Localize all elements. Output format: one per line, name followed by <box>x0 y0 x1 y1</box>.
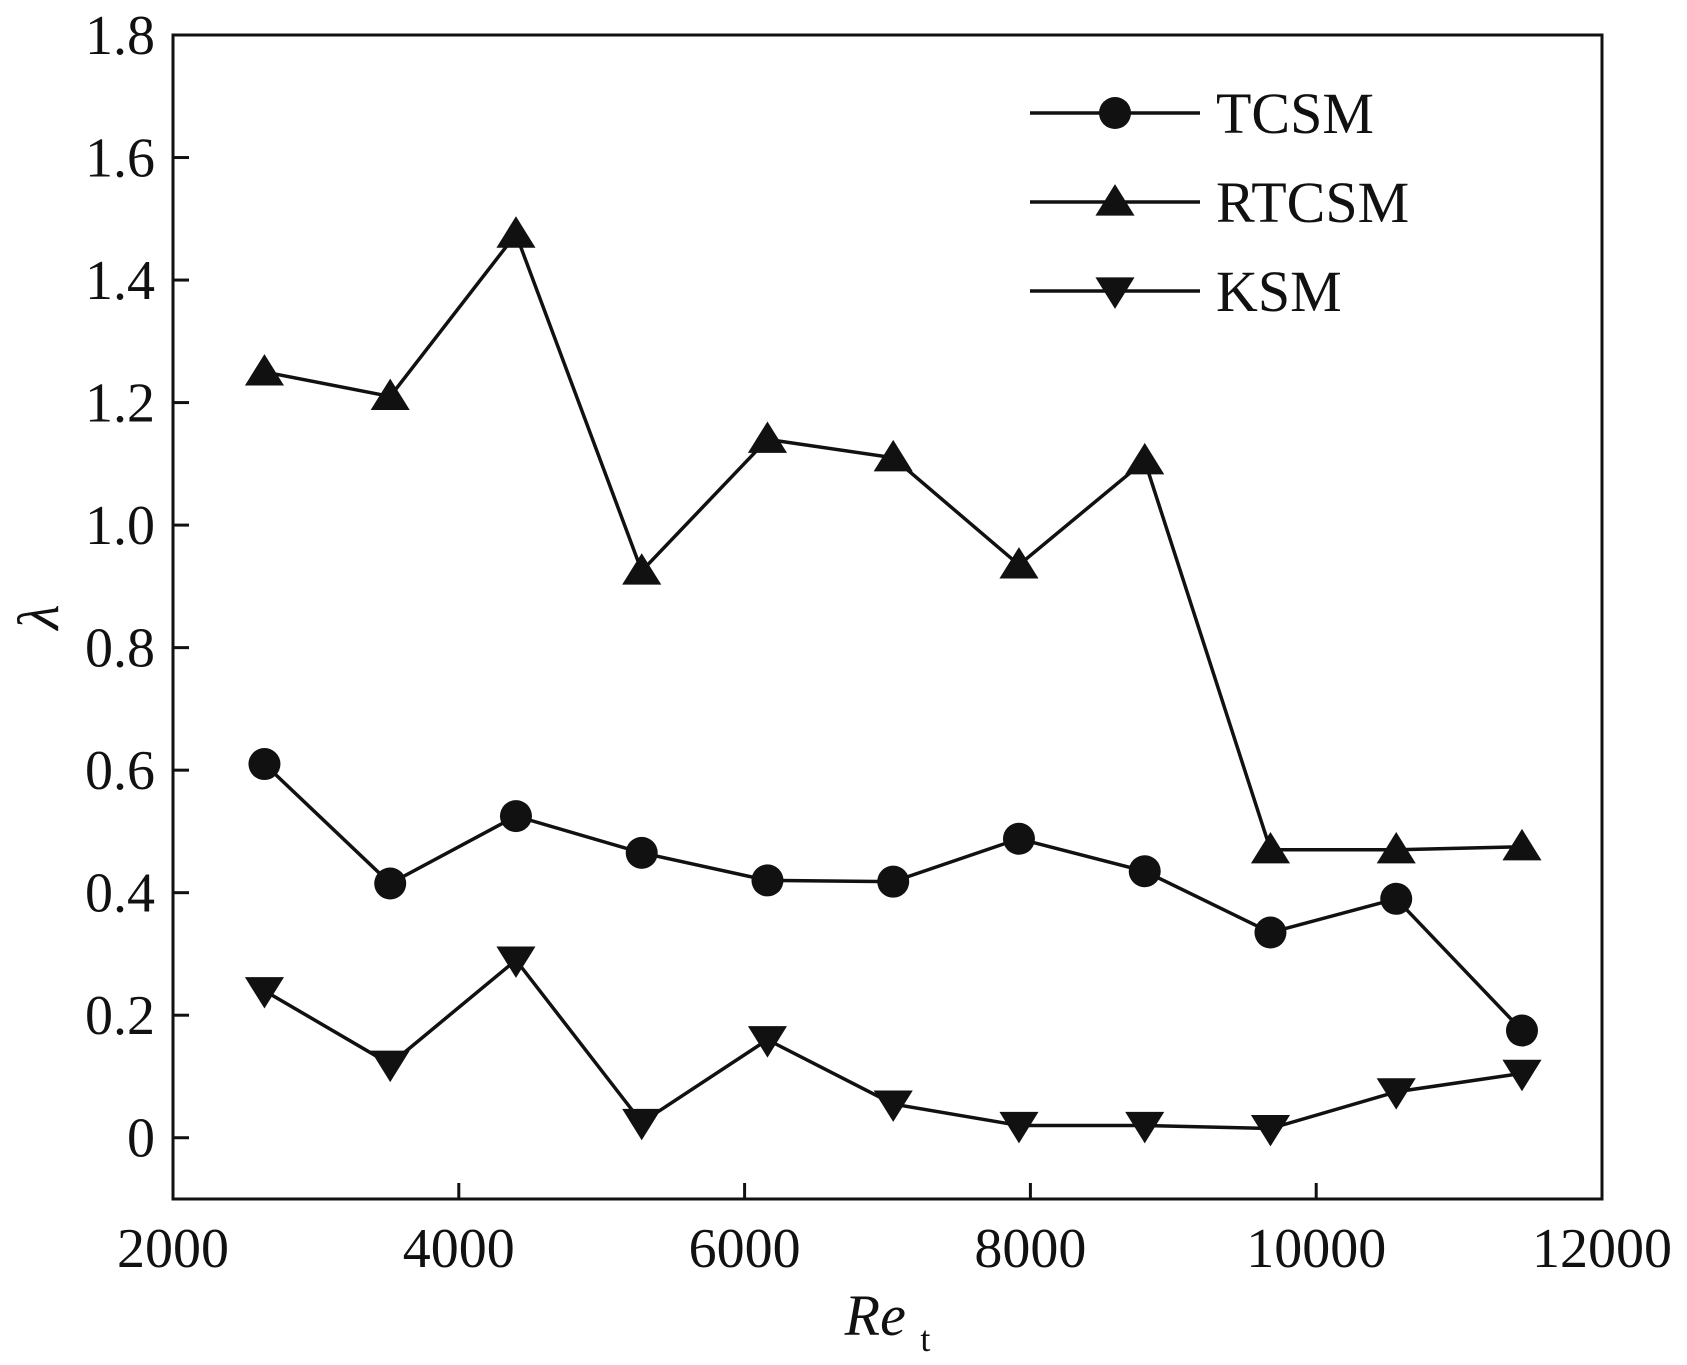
legend-item-ksm: KSM <box>1030 259 1342 324</box>
data-point-tcsm <box>1002 822 1035 855</box>
data-point-tcsm <box>625 836 658 869</box>
data-point-tcsm <box>1128 855 1161 888</box>
data-point-rtcsm <box>244 354 285 386</box>
legend-marker-ksm <box>1095 277 1135 309</box>
data-point-ksm <box>999 1111 1039 1144</box>
legend-label-tcsm: TCSM <box>1216 81 1374 146</box>
series-ksm <box>244 946 1542 1147</box>
data-point-ksm <box>747 1026 788 1058</box>
data-point-tcsm <box>374 867 407 900</box>
x-axis-title-main: Re <box>844 1283 906 1348</box>
data-point-tcsm <box>1380 882 1413 915</box>
data-point-ksm <box>1125 1111 1165 1144</box>
x-tick-label: 2000 <box>117 1218 229 1280</box>
data-point-rtcsm <box>999 547 1039 579</box>
data-point-ksm <box>370 1050 410 1083</box>
legend-label-ksm: KSM <box>1216 259 1342 324</box>
y-tick-label: 0.2 <box>85 985 155 1047</box>
data-point-tcsm <box>1254 916 1287 949</box>
data-point-ksm <box>1250 1114 1291 1147</box>
data-point-ksm <box>1502 1059 1542 1092</box>
y-tick-label: 1.4 <box>85 250 155 312</box>
x-tick-label: 12000 <box>1532 1218 1672 1280</box>
data-point-ksm <box>873 1090 913 1122</box>
data-point-tcsm <box>877 865 910 898</box>
series-line-rtcsm <box>264 230 1523 852</box>
legend-marker-rtcsm <box>1095 184 1135 216</box>
x-axis: 2000 4000 6000 8000 10000 12000 <box>117 1183 1672 1280</box>
y-tick-label: 1.2 <box>85 373 155 435</box>
x-tick-label: 6000 <box>689 1218 801 1280</box>
data-point-tcsm <box>499 800 532 833</box>
legend-label-rtcsm: RTCSM <box>1216 170 1409 235</box>
x-axis-title: Re t <box>844 1283 931 1359</box>
data-point-ksm <box>496 946 536 978</box>
legend: TCSM RTCSM KSM <box>1030 81 1409 324</box>
data-point-rtcsm <box>747 421 788 453</box>
data-point-rtcsm <box>622 553 662 585</box>
data-point-ksm <box>1376 1078 1416 1110</box>
data-point-rtcsm <box>1502 828 1542 861</box>
data-point-rtcsm <box>1250 831 1291 864</box>
data-point-rtcsm <box>370 378 410 411</box>
y-tick-label: 1.8 <box>85 5 155 67</box>
y-tick-label: 0 <box>127 1108 155 1170</box>
y-axis: 0 0.2 0.4 0.6 0.8 1.0 1.2 1.4 1.6 1.8 <box>85 5 189 1170</box>
data-point-tcsm <box>1505 1014 1538 1047</box>
y-axis-title: λ <box>6 604 71 631</box>
y-tick-label: 0.8 <box>85 618 155 680</box>
legend-item-tcsm: TCSM <box>1030 81 1374 146</box>
data-point-tcsm <box>751 864 784 897</box>
data-point-ksm <box>622 1108 662 1141</box>
y-tick-label: 1.6 <box>85 128 155 190</box>
y-tick-label: 0.4 <box>85 863 155 925</box>
x-tick-label: 4000 <box>403 1218 515 1280</box>
x-axis-title-subscript: t <box>920 1319 930 1359</box>
data-point-tcsm <box>248 748 281 781</box>
series-rtcsm <box>244 216 1542 864</box>
x-tick-label: 8000 <box>974 1218 1086 1280</box>
legend-marker-tcsm <box>1099 97 1131 129</box>
series-tcsm <box>248 748 1538 1047</box>
x-tick-label: 10000 <box>1246 1218 1386 1280</box>
legend-item-rtcsm: RTCSM <box>1030 170 1409 235</box>
data-point-ksm <box>244 977 285 1009</box>
series-layer <box>244 216 1542 1147</box>
y-tick-label: 0.6 <box>85 740 155 802</box>
data-point-rtcsm <box>1125 442 1165 475</box>
y-tick-label: 1.0 <box>85 495 155 557</box>
plot-area-frame <box>171 33 1604 1201</box>
data-point-rtcsm <box>496 216 536 248</box>
data-point-rtcsm <box>1376 831 1416 864</box>
data-point-rtcsm <box>873 439 913 472</box>
